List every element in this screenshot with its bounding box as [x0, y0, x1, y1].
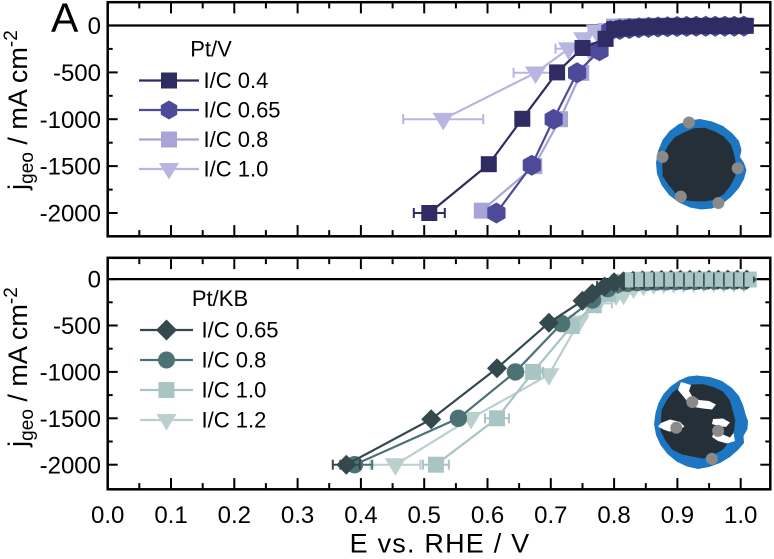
svg-text:jgeo / mA cm-2: jgeo / mA cm-2: [1, 30, 38, 191]
svg-text:I/C 1.2: I/C 1.2: [202, 408, 267, 433]
svg-text:I/C 0.8: I/C 0.8: [204, 127, 269, 152]
svg-text:I/C 1.0: I/C 1.0: [204, 157, 269, 182]
svg-text:0: 0: [88, 13, 101, 40]
svg-text:0.5: 0.5: [408, 502, 441, 529]
svg-text:E vs. RHE / V: E vs. RHE / V: [350, 529, 531, 559]
svg-text:-500: -500: [53, 60, 101, 87]
svg-text:I/C 0.65: I/C 0.65: [202, 318, 279, 343]
svg-text:0.0: 0.0: [91, 502, 124, 529]
svg-text:-1000: -1000: [40, 360, 101, 387]
svg-text:I/C 0.4: I/C 0.4: [204, 68, 269, 93]
svg-text:0.8: 0.8: [597, 502, 630, 529]
svg-text:jgeo / mA cm-2: jgeo / mA cm-2: [1, 287, 38, 448]
svg-text:-2000: -2000: [40, 201, 101, 228]
svg-text:A: A: [51, 0, 79, 41]
svg-text:-2000: -2000: [40, 452, 101, 479]
svg-text:-1000: -1000: [40, 107, 101, 134]
svg-text:Pt/V: Pt/V: [190, 37, 232, 62]
svg-text:0.6: 0.6: [471, 502, 504, 529]
svg-text:1.0: 1.0: [724, 502, 757, 529]
svg-text:I/C 1.0: I/C 1.0: [202, 378, 267, 403]
svg-text:-1500: -1500: [40, 406, 101, 433]
svg-text:0.3: 0.3: [281, 502, 314, 529]
svg-text:I/C 0.65: I/C 0.65: [204, 98, 281, 123]
svg-text:0.1: 0.1: [154, 502, 187, 529]
svg-text:0: 0: [88, 267, 101, 294]
svg-text:0.7: 0.7: [534, 502, 567, 529]
svg-text:I/C 0.8: I/C 0.8: [202, 348, 267, 373]
svg-text:0.4: 0.4: [344, 502, 377, 529]
svg-text:Pt/KB: Pt/KB: [192, 286, 248, 311]
svg-text:0.9: 0.9: [661, 502, 694, 529]
svg-text:-500: -500: [53, 313, 101, 340]
svg-text:-1500: -1500: [40, 154, 101, 181]
svg-text:0.2: 0.2: [218, 502, 251, 529]
